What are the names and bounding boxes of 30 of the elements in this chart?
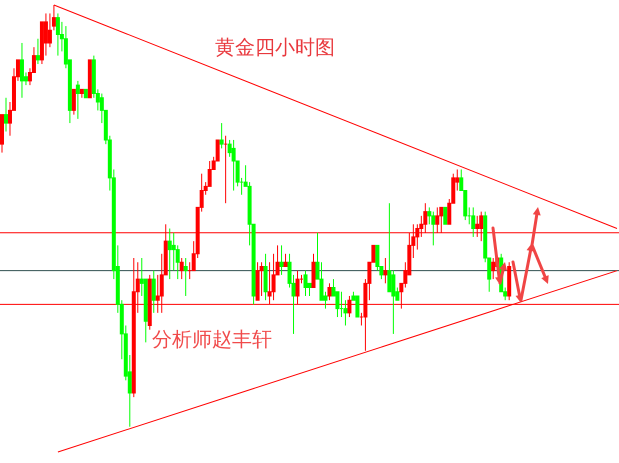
candlestick [443,206,448,225]
candlestick [304,270,308,296]
annotation: 分析师赵丰轩 [152,327,272,351]
candlestick [152,270,156,314]
candlestick [220,122,224,149]
candlestick [335,291,340,318]
candlestick [232,139,236,192]
candlestick [4,97,8,132]
candlestick [56,12,60,56]
candlestick [471,206,476,238]
candlestick [36,38,40,65]
candlestick [272,253,276,301]
candlestick [280,244,284,276]
candlestick [355,295,360,318]
candlestick [44,12,48,56]
candlestick [168,228,172,280]
candlestick [491,258,496,280]
candlestick [431,211,436,246]
candlestick [391,270,396,334]
candlestick [20,42,24,98]
text: 黄金四小时图 [215,35,335,59]
candlestick [375,244,380,272]
candlestick [284,253,288,267]
candlestick [72,88,76,116]
candlestick [76,80,80,120]
candlestick [184,258,188,296]
candlestick [327,282,332,301]
candlestick [180,258,184,280]
candlestick [260,262,264,296]
candlestick [383,258,388,284]
